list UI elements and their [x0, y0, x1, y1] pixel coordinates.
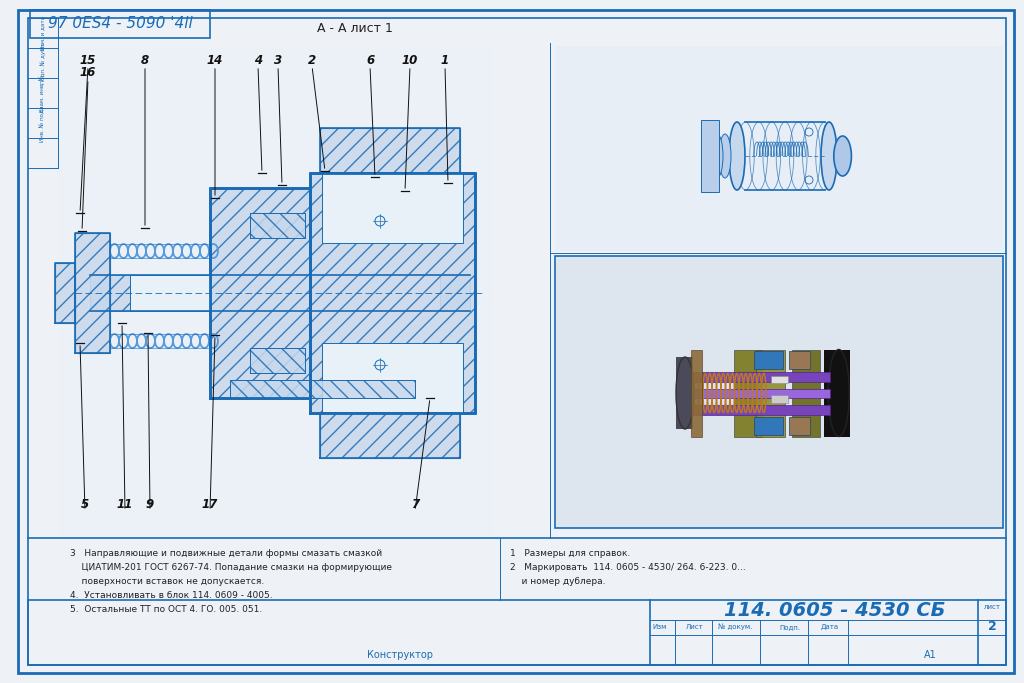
Bar — [823, 350, 850, 436]
Bar — [771, 395, 787, 403]
Text: 5: 5 — [81, 499, 89, 512]
Bar — [28, 600, 1006, 665]
Text: Дата: Дата — [821, 624, 839, 630]
Polygon shape — [75, 233, 110, 353]
Bar — [130, 275, 210, 311]
Text: A - A лист 1: A - A лист 1 — [317, 21, 393, 35]
Text: 14: 14 — [207, 53, 223, 66]
Text: № докум.: № докум. — [718, 624, 753, 630]
Text: Изм. и дата: Изм. и дата — [41, 16, 45, 50]
Text: лист: лист — [983, 604, 1000, 610]
Bar — [691, 389, 829, 398]
Ellipse shape — [711, 134, 723, 178]
Text: Инв. № подл.: Инв. № подл. — [40, 104, 46, 142]
Bar — [691, 350, 702, 436]
Polygon shape — [210, 188, 310, 398]
Text: 16: 16 — [80, 66, 96, 79]
Ellipse shape — [676, 357, 694, 429]
Text: 114. 0605 - 4530 СБ: 114. 0605 - 4530 СБ — [724, 600, 946, 619]
Text: 2: 2 — [987, 620, 996, 634]
Bar — [250, 348, 305, 373]
Bar — [754, 351, 782, 369]
Text: 6: 6 — [366, 53, 374, 66]
Bar — [58, 48, 493, 538]
Bar — [440, 275, 470, 311]
Bar — [792, 350, 820, 436]
Bar — [90, 275, 130, 311]
Bar — [788, 417, 810, 435]
Bar — [691, 372, 829, 382]
Text: Подп. № дубл.: Подп. № дубл. — [40, 42, 46, 84]
Text: 15: 15 — [80, 53, 96, 66]
Bar — [771, 376, 787, 383]
Ellipse shape — [834, 136, 851, 176]
Polygon shape — [319, 128, 460, 173]
Polygon shape — [310, 173, 475, 413]
Text: Конструктор: Конструктор — [367, 650, 433, 660]
Bar — [691, 405, 829, 415]
Bar — [676, 357, 692, 429]
Bar — [788, 351, 810, 369]
Bar — [322, 343, 463, 413]
Text: Подп.: Подп. — [779, 624, 801, 630]
Text: 1: 1 — [441, 53, 450, 66]
Text: 11: 11 — [117, 499, 133, 512]
Text: 2: 2 — [308, 53, 316, 66]
Text: 10: 10 — [401, 53, 418, 66]
Text: 5.  Остальные ТТ по ОСТ 4. ГО. 005. 051.: 5. Остальные ТТ по ОСТ 4. ГО. 005. 051. — [70, 604, 262, 613]
Polygon shape — [319, 413, 460, 458]
Polygon shape — [55, 263, 75, 323]
Text: Лист: Лист — [686, 624, 703, 630]
Text: 7: 7 — [411, 499, 419, 512]
Ellipse shape — [828, 350, 849, 436]
Bar — [701, 120, 719, 192]
Text: 3: 3 — [274, 53, 282, 66]
Bar — [322, 173, 463, 243]
Text: 17: 17 — [202, 499, 218, 512]
Text: 3   Направляющие и подвижные детали формы смазать смазкой: 3 Направляющие и подвижные детали формы … — [70, 548, 382, 557]
Bar — [734, 350, 762, 436]
Text: 1   Размеры для справок.: 1 Размеры для справок. — [510, 548, 630, 557]
Text: Изм: Изм — [653, 624, 668, 630]
Bar — [555, 46, 1002, 251]
Ellipse shape — [719, 134, 731, 178]
Bar — [230, 380, 415, 398]
Bar — [555, 256, 1002, 528]
Text: 4.  Установливать в блок 114. 0609 - 4005.: 4. Установливать в блок 114. 0609 - 4005… — [70, 591, 272, 600]
Text: 9: 9 — [146, 499, 154, 512]
Text: А1: А1 — [924, 650, 936, 660]
Bar — [757, 350, 784, 436]
Text: 8: 8 — [141, 53, 150, 66]
Ellipse shape — [821, 122, 837, 190]
Text: и номер дублера.: и номер дублера. — [510, 576, 605, 585]
Bar — [754, 417, 782, 435]
Text: Взам. инв. №: Взам. инв. № — [41, 74, 45, 112]
Text: ЦИАТИМ-201 ГОСТ 6267-74. Попадание смазки на формирующие: ЦИАТИМ-201 ГОСТ 6267-74. Попадание смазк… — [70, 563, 392, 572]
Text: 2   Маркировать  114. 0605 - 4530/ 264. 6-223. 0...: 2 Маркировать 114. 0605 - 4530/ 264. 6-2… — [510, 563, 745, 572]
Text: 4: 4 — [254, 53, 262, 66]
Text: поверхности вставок не допускается.: поверхности вставок не допускается. — [70, 576, 264, 585]
Text: 97 0ES4 - 5090 '4ll: 97 0ES4 - 5090 '4ll — [48, 16, 193, 31]
Bar — [250, 213, 305, 238]
Ellipse shape — [729, 122, 745, 190]
